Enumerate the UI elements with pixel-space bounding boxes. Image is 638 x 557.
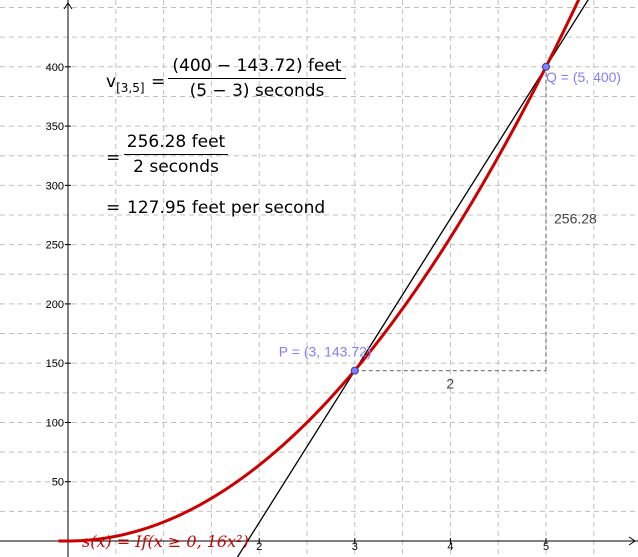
position-curve[interactable] — [58, 0, 586, 543]
point-q[interactable] — [542, 62, 550, 71]
equals-sign-2: = — [106, 148, 121, 168]
fraction-1: (400 − 143.72) feet (5 − 3) seconds — [168, 56, 346, 101]
fraction-2-numerator: 256.28 feet — [126, 132, 226, 152]
y-tick-label: 200 — [46, 299, 64, 311]
tick-labels: 2 3 4 5 50 100 150 200 250 300 350 400 — [46, 62, 549, 553]
y-tick-label: 150 — [46, 358, 64, 370]
y-tick-label: 350 — [46, 121, 64, 133]
run-label: 2 — [446, 376, 454, 392]
result-line: 127.95 feet per second — [127, 198, 326, 218]
secant-line[interactable] — [233, 0, 591, 557]
fraction-1-denominator: (5 − 3) seconds — [189, 81, 325, 101]
point-p[interactable] — [350, 366, 359, 375]
fraction-1-bar — [168, 78, 346, 79]
equals-sign-1: = — [151, 72, 166, 92]
fraction-2-bar — [124, 154, 228, 155]
rise-run-guides — [354, 66, 547, 372]
x-tick-label: 2 — [256, 541, 262, 553]
x-tick-label: 3 — [352, 541, 358, 553]
velocity-symbol: v[3,5] — [106, 72, 145, 95]
x-axis-arrow — [628, 536, 636, 546]
y-axis-arrow — [63, 2, 73, 10]
function-label: s(x) = If(x ≥ 0, 16x²) — [82, 532, 249, 551]
y-tick-label: 50 — [52, 477, 64, 489]
fraction-2-denominator: 2 seconds — [133, 157, 219, 177]
equals-sign-3: = — [106, 198, 121, 218]
rise-label: 256.28 — [554, 211, 597, 227]
fraction-1-numerator: (400 − 143.72) feet — [172, 56, 342, 76]
point-p-label: P = (3, 143.72) — [279, 344, 372, 360]
x-tick-label: 4 — [447, 541, 453, 553]
y-tick-label: 400 — [46, 62, 64, 74]
y-tick-label: 100 — [46, 417, 64, 429]
point-q-label: Q = (5, 400) — [546, 69, 621, 85]
y-tick-label: 300 — [46, 180, 64, 192]
y-tick-label: 250 — [46, 240, 64, 252]
fraction-2: 256.28 feet 2 seconds — [124, 132, 228, 177]
x-tick-label: 5 — [543, 541, 549, 553]
